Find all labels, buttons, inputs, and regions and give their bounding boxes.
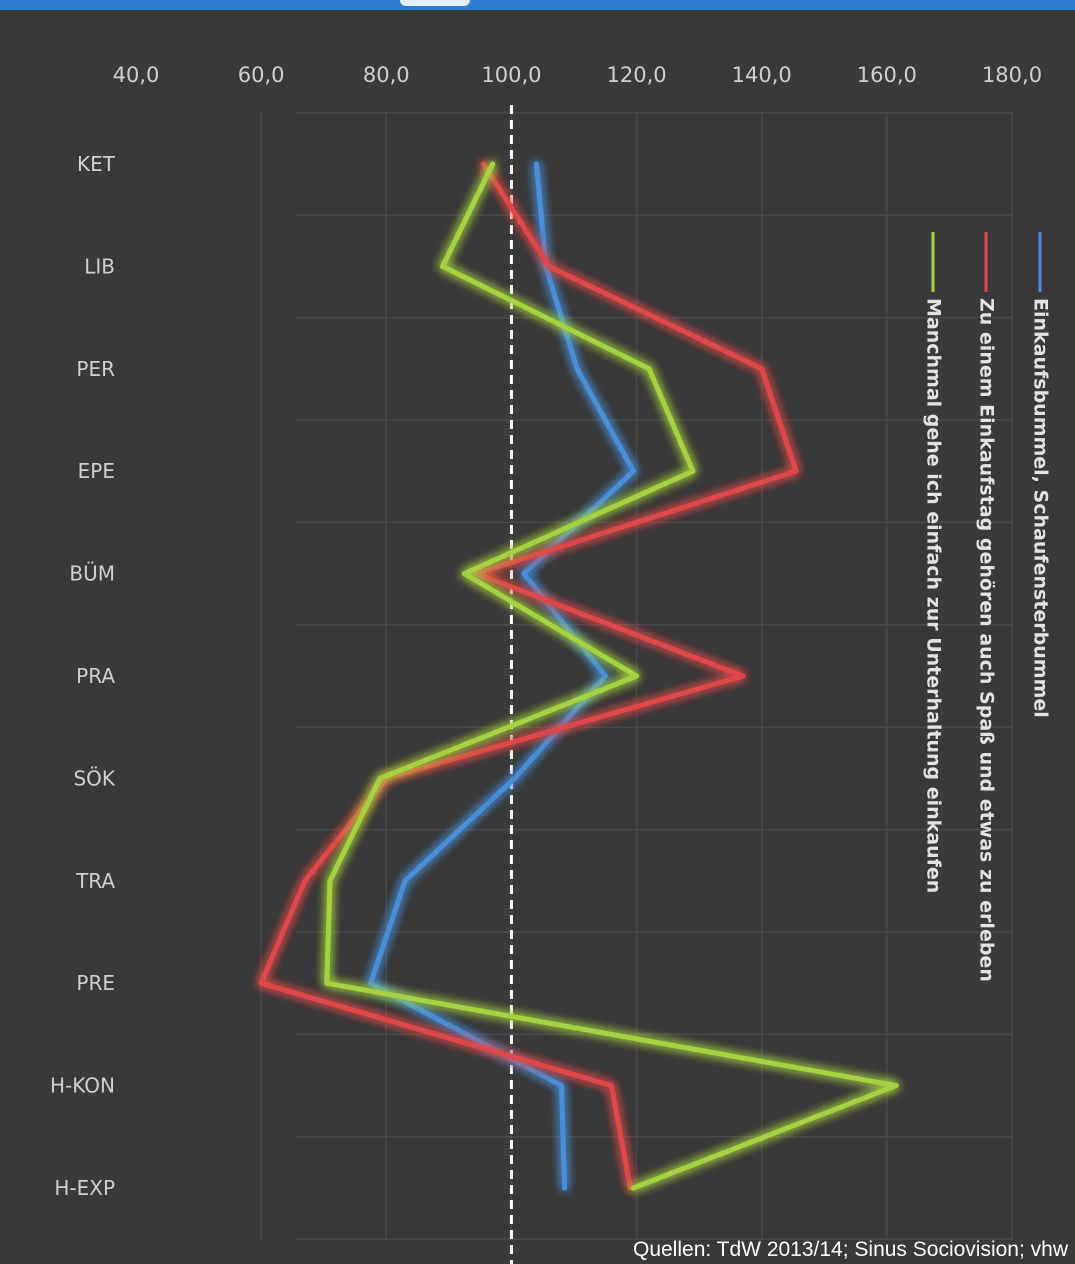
x-tick-label: 180,0: [982, 63, 1042, 87]
series-lines: [258, 161, 899, 1191]
category-label: PRE: [76, 971, 115, 995]
line-chart: 40,0 60,0 80,0 100,0 120,0 140,0 160,0 180,0 KE…: [50, 63, 1069, 1264]
legend-label-1: Einkaufsbummel, Schaufensterbummel: [1030, 298, 1052, 718]
series-2-point: [609, 1083, 615, 1089]
grid-lines: [260, 112, 1013, 1240]
series-1-point: [402, 878, 408, 884]
category-label: PER: [76, 357, 115, 381]
series-2-point: [302, 878, 308, 884]
top-accent-bar: [0, 0, 1075, 10]
category-label: H-EXP: [54, 1176, 115, 1200]
series-1-point: [558, 1083, 564, 1089]
series-1-point: [562, 1185, 568, 1191]
category-label: SÖK: [73, 766, 115, 790]
x-tick-label: 120,0: [607, 63, 667, 87]
series-3-point: [690, 468, 696, 474]
x-tick-label: 140,0: [732, 63, 792, 87]
series-1-point: [512, 775, 518, 781]
series-1-point: [368, 980, 374, 986]
series-3-point: [634, 673, 640, 679]
category-label: EPE: [78, 459, 115, 483]
legend-label-3: Manchmal gehe ich einfach zur Unterhaltu…: [923, 298, 945, 893]
category-labels: KET LIB PER EPE BÜM PRA SÖK TRA PRE H-KON H-EXP: [50, 152, 116, 1200]
series-1-point: [574, 366, 580, 372]
series-3-point: [630, 1185, 636, 1191]
legend: Einkaufsbummel, Schaufensterbummel Zu ein…: [923, 232, 1052, 982]
series-2-point: [480, 161, 486, 167]
x-tick-label: 100,0: [481, 63, 541, 87]
series-1-point: [521, 571, 527, 577]
series-2-point: [759, 366, 765, 372]
series-3-point: [377, 775, 383, 781]
x-tick-label: 60,0: [238, 63, 285, 87]
series-3-point: [462, 571, 467, 577]
series-3-point: [646, 366, 652, 372]
series-3-point: [327, 878, 333, 884]
category-label: BÜM: [69, 562, 115, 586]
source-note: Quellen: TdW 2013/14; Sinus Sociovision;…: [633, 1238, 1069, 1261]
series-2-point: [258, 980, 264, 986]
category-label: LIB: [84, 254, 115, 278]
series-3-point: [490, 161, 496, 167]
category-label: PRA: [76, 664, 115, 688]
series-3-point: [893, 1083, 899, 1089]
series-1-point: [533, 161, 539, 167]
series-1-point: [630, 468, 636, 474]
series-2-point: [740, 673, 746, 679]
category-label: KET: [77, 152, 116, 176]
x-tick-label: 40,0: [113, 63, 160, 87]
top-bar-tab-mark: [400, 0, 470, 6]
category-label: TRA: [75, 869, 115, 893]
x-tick-label: 80,0: [363, 63, 410, 87]
x-tick-label: 160,0: [857, 63, 917, 87]
series-3-point: [440, 263, 446, 269]
series-2-point: [474, 571, 480, 577]
series-2-point: [546, 263, 552, 269]
x-axis-ticks: 40,0 60,0 80,0 100,0 120,0 140,0 160,0 180,0: [113, 63, 1042, 87]
legend-label-2: Zu einem Einkaufstag gehören auch Spaß u…: [976, 298, 998, 982]
category-label: H-KON: [50, 1074, 115, 1098]
series-2-point: [793, 468, 799, 474]
series-3-point: [324, 980, 330, 986]
series-1-point: [602, 673, 608, 679]
